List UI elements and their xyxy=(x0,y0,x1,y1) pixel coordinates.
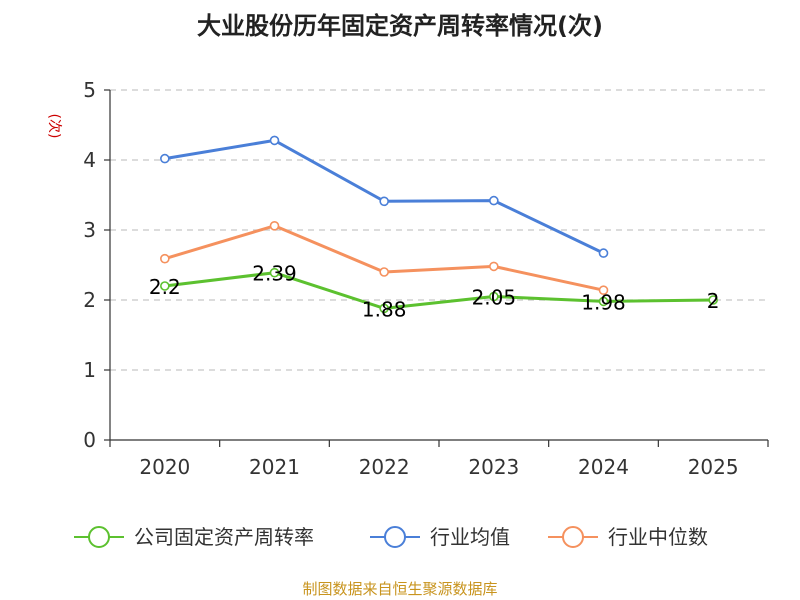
data-label: 2 xyxy=(707,289,720,313)
data-point xyxy=(160,153,170,164)
series-lines xyxy=(160,135,718,314)
legend-swatch-marker xyxy=(384,526,406,548)
grid-lines xyxy=(110,89,768,371)
series-line xyxy=(164,224,604,292)
x-tick-label: 2025 xyxy=(688,455,739,479)
data-point xyxy=(598,285,609,296)
legend-item[interactable]: 公司固定资产周转率 xyxy=(74,525,314,549)
legend-swatch-marker xyxy=(88,526,110,548)
x-tick-label: 2020 xyxy=(139,455,190,479)
series-0 xyxy=(160,267,718,314)
data-label: 1.88 xyxy=(362,297,407,321)
data-labels: 2.2 2.39 1.88 2.05 1.98 2 xyxy=(149,262,720,322)
legend-label: 行业中位数 xyxy=(608,525,708,549)
y-axis-unit-label: (次) xyxy=(46,114,62,139)
legend-label: 行业均值 xyxy=(430,525,510,549)
y-tick-label: 4 xyxy=(83,148,96,172)
y-tick-label: 0 xyxy=(83,428,96,452)
data-label: 2.05 xyxy=(472,286,517,310)
chart-title: 大业股份历年固定资产周转率情况(次) xyxy=(197,12,603,40)
legend[interactable]: 公司固定资产周转率 行业均值 行业中位数 xyxy=(74,525,708,549)
data-point xyxy=(160,281,170,291)
y-tick-label: 2 xyxy=(83,288,96,312)
data-point xyxy=(160,253,170,264)
x-tick-labels: 2020 2021 2022 2023 2024 2025 xyxy=(139,455,738,479)
legend-label: 公司固定资产周转率 xyxy=(134,525,314,549)
legend-item[interactable]: 行业中位数 xyxy=(548,525,708,549)
data-point xyxy=(379,267,389,277)
data-point xyxy=(708,295,718,305)
y-tick-label: 1 xyxy=(83,358,96,382)
y-tick-label: 5 xyxy=(83,78,96,102)
data-point xyxy=(489,261,499,272)
data-point xyxy=(489,291,499,302)
x-tick-label: 2023 xyxy=(468,455,519,479)
series-line xyxy=(164,271,714,310)
data-point xyxy=(269,267,280,278)
series-2 xyxy=(160,221,609,296)
data-label: 2.2 xyxy=(149,275,181,299)
data-point xyxy=(379,303,389,314)
x-tick-label: 2024 xyxy=(578,455,629,479)
axes xyxy=(104,89,769,447)
series-1 xyxy=(160,135,609,258)
data-point xyxy=(269,221,280,231)
data-point xyxy=(379,196,389,207)
y-tick-labels: 0 1 2 3 4 5 xyxy=(83,78,96,452)
x-tick-label: 2022 xyxy=(359,455,410,479)
data-point xyxy=(489,195,499,206)
source-note: 制图数据来自恒生聚源数据库 xyxy=(302,580,497,598)
data-point xyxy=(598,296,609,307)
y-tick-label: 3 xyxy=(83,218,96,242)
data-point xyxy=(598,248,609,258)
legend-swatch-marker xyxy=(562,526,584,548)
x-tick-label: 2021 xyxy=(249,455,300,479)
data-label: 2.39 xyxy=(252,262,297,286)
legend-item[interactable]: 行业均值 xyxy=(370,525,510,549)
data-point xyxy=(269,135,280,146)
data-label: 1.98 xyxy=(581,290,626,314)
